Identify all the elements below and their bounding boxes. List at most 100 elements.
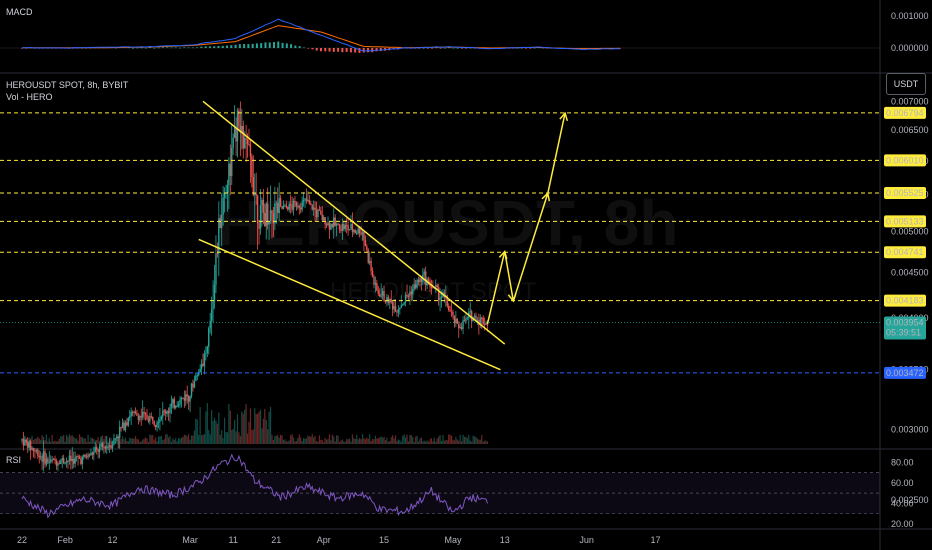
- trendline-upper: [202, 100, 506, 345]
- volume-bar: [114, 441, 116, 444]
- volume-bar: [268, 411, 270, 444]
- candle-body: [356, 232, 358, 234]
- candle-body: [335, 223, 338, 226]
- macd-histogram-bar: [161, 47, 164, 48]
- candle-body: [264, 212, 266, 227]
- candle-body: [274, 203, 276, 224]
- candle-body: [84, 455, 86, 457]
- macd-histogram-bar: [358, 48, 361, 53]
- candle-body: [93, 451, 95, 455]
- candle-body: [435, 285, 437, 287]
- candle-body: [235, 127, 237, 142]
- volume-bar: [415, 436, 417, 444]
- candle-body: [170, 403, 173, 408]
- volume-bar: [21, 438, 23, 444]
- candle-body: [404, 294, 407, 303]
- macd-histogram-bar: [204, 46, 207, 48]
- candle-body: [134, 411, 137, 414]
- candle-body: [196, 375, 198, 377]
- volume-bar: [42, 436, 45, 444]
- volume-bar: [399, 440, 401, 444]
- candle-body: [427, 279, 430, 281]
- volume-bar: [27, 441, 29, 444]
- candle-body: [254, 193, 256, 196]
- time-axis-label: Feb: [57, 535, 73, 545]
- candle-body: [71, 459, 73, 462]
- candle-body: [410, 291, 413, 295]
- candle-body: [179, 399, 181, 405]
- candle-body: [75, 456, 78, 458]
- volume-bar: [348, 438, 351, 444]
- volume-bar: [119, 441, 121, 444]
- candle-body: [278, 198, 280, 214]
- symbol-title: HEROUSDT SPOT, 8h, BYBIT: [6, 80, 129, 90]
- volume-bar: [343, 441, 345, 444]
- volume-bar: [223, 417, 226, 444]
- volume-bar: [433, 437, 435, 444]
- candle-body: [236, 110, 239, 142]
- volume-bar: [281, 435, 283, 444]
- candle-body: [409, 291, 411, 296]
- candle-body: [387, 297, 390, 303]
- candle-body: [65, 460, 68, 463]
- candle-body: [136, 413, 138, 416]
- candle-body: [383, 291, 385, 301]
- candle-body: [110, 445, 112, 449]
- volume-bar: [439, 434, 441, 444]
- candle-body: [57, 463, 59, 466]
- candle-body: [446, 295, 448, 307]
- volume-bar: [379, 437, 381, 444]
- volume-bar: [133, 438, 135, 444]
- volume-bar: [172, 438, 174, 444]
- volume-bar: [436, 438, 438, 444]
- candle-body: [265, 203, 267, 227]
- macd-histogram-bar: [149, 47, 152, 49]
- candle-body: [103, 446, 105, 448]
- candle-body: [370, 260, 372, 271]
- candle-body: [399, 307, 401, 310]
- volume-bar: [275, 435, 277, 444]
- volume-bar: [337, 435, 339, 444]
- volume-bar: [228, 403, 230, 444]
- volume-bar: [446, 440, 448, 444]
- volume-bar: [287, 441, 289, 444]
- last-price-tag: [884, 316, 926, 340]
- volume-bar: [370, 441, 372, 444]
- macd-histogram-bar: [179, 47, 182, 49]
- candle-body: [220, 214, 223, 228]
- macd-histogram-bar: [443, 47, 446, 49]
- macd-histogram-bar: [439, 48, 442, 49]
- macd-histogram-bar: [157, 47, 160, 49]
- candle-body: [152, 416, 154, 421]
- candle-body: [452, 311, 454, 316]
- volume-bar: [482, 441, 484, 444]
- candle-body: [420, 278, 423, 282]
- time-axis-label: 15: [379, 535, 389, 545]
- candle-body: [345, 225, 348, 227]
- time-axis-label: 22: [17, 535, 27, 545]
- macd-axis-label: 0.001000: [891, 11, 929, 21]
- volume-bar: [423, 440, 425, 444]
- candles: [21, 101, 489, 472]
- volume-bar: [234, 419, 236, 444]
- candle-body: [281, 206, 283, 209]
- candle-body: [124, 422, 127, 430]
- volume-bar: [417, 441, 420, 444]
- candle-body: [167, 411, 170, 414]
- currency-button[interactable]: USDT: [886, 73, 926, 95]
- volume-bar: [149, 434, 151, 444]
- macd-histogram-bar: [174, 47, 177, 49]
- volume-bar: [465, 436, 467, 444]
- rsi-axis-label: 20.00: [891, 519, 914, 529]
- volume-bar: [459, 434, 461, 444]
- volume-bar: [44, 440, 46, 444]
- candle-body: [323, 217, 325, 221]
- candle-body: [353, 230, 355, 233]
- candle-body: [164, 411, 167, 414]
- volume-bar: [57, 440, 59, 444]
- volume-bar: [51, 435, 53, 444]
- candle-body: [113, 438, 115, 445]
- volume-bar: [22, 438, 25, 444]
